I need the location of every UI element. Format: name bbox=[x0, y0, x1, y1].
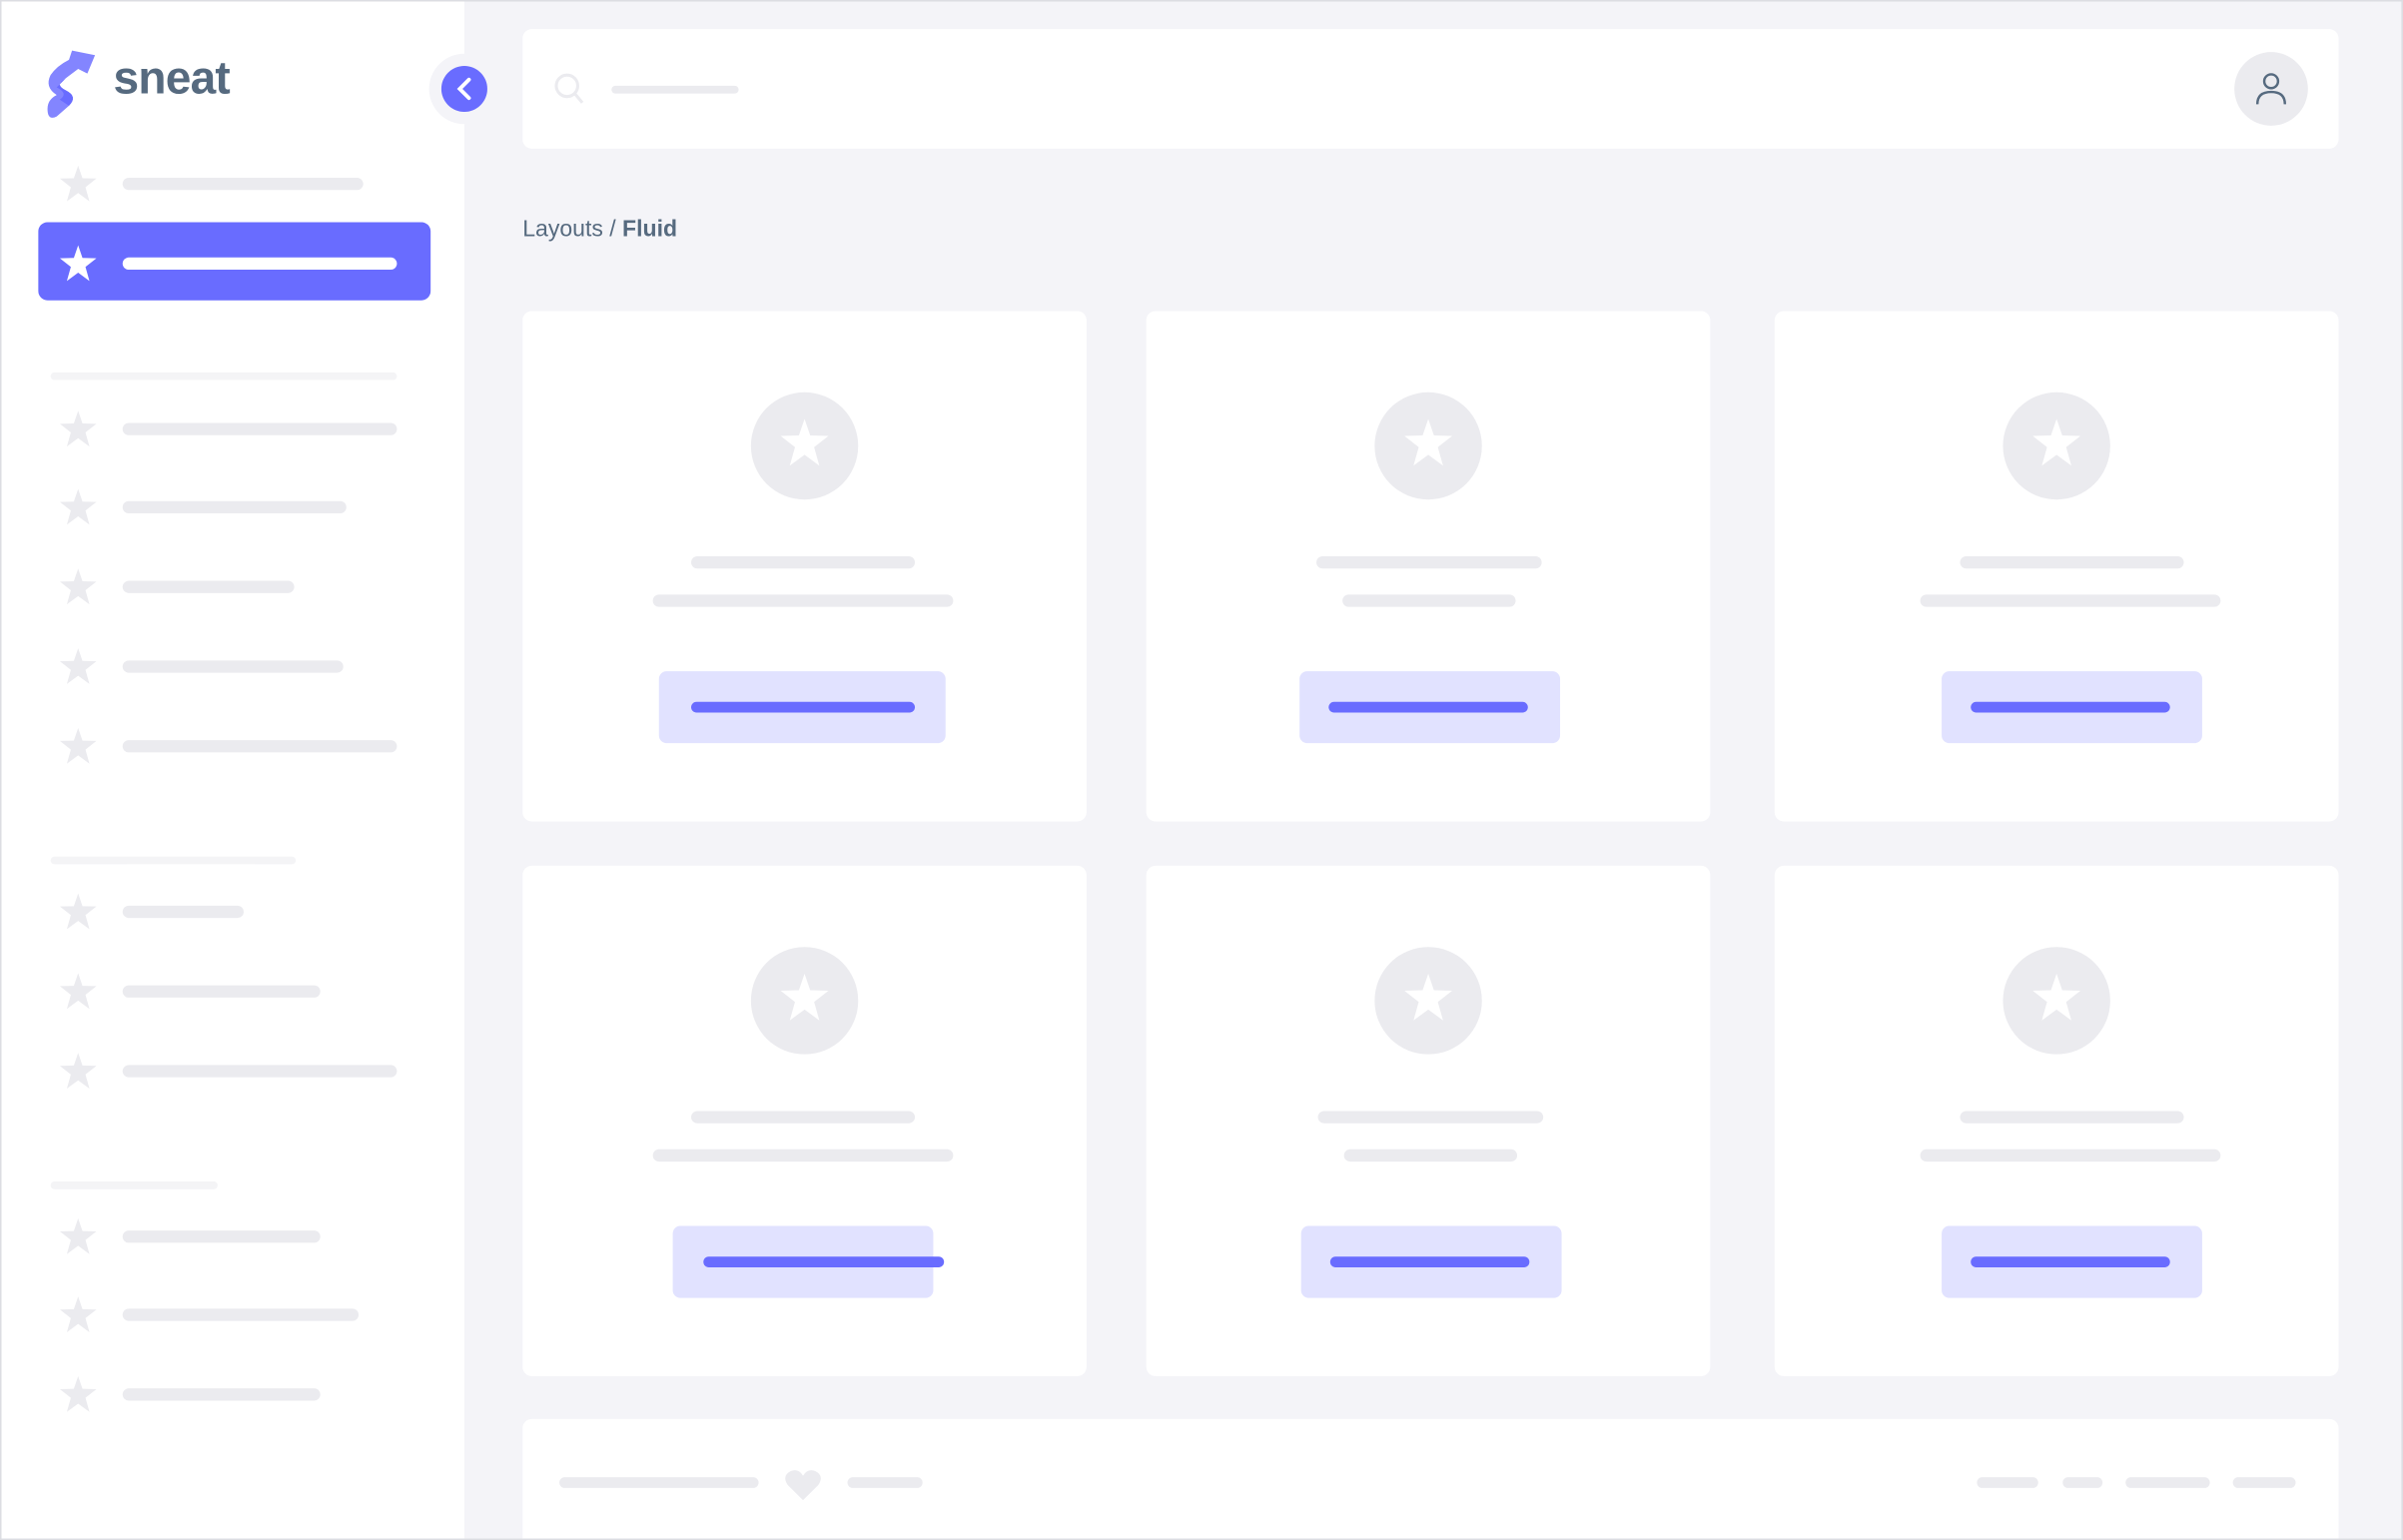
sidebar: sneat bbox=[1, 1, 464, 1539]
card-button-label bbox=[1329, 1256, 1530, 1267]
star-icon bbox=[58, 892, 98, 932]
card-button-label bbox=[1971, 701, 2170, 713]
footer-link[interactable] bbox=[2125, 1477, 2210, 1488]
card-icon-circle bbox=[1374, 391, 1482, 500]
breadcrumb-separator: / bbox=[609, 216, 616, 243]
card-text bbox=[1343, 1149, 1518, 1162]
card-button-label bbox=[1328, 701, 1528, 713]
sidebar-item[interactable] bbox=[122, 1308, 360, 1321]
content-card bbox=[1146, 311, 1711, 822]
sidebar-item[interactable] bbox=[122, 905, 244, 919]
footer-text bbox=[847, 1477, 923, 1488]
star-icon bbox=[58, 487, 98, 527]
star-icon bbox=[58, 1216, 98, 1256]
star-icon bbox=[2030, 416, 2082, 476]
card-button[interactable] bbox=[1942, 671, 2202, 744]
card-title bbox=[1316, 555, 1542, 569]
star-icon bbox=[778, 971, 830, 1031]
footer-link[interactable] bbox=[1977, 1477, 2038, 1488]
card-button[interactable] bbox=[658, 671, 946, 744]
sidebar-item[interactable] bbox=[122, 500, 347, 514]
chevron-left-icon bbox=[456, 77, 471, 101]
sidebar-item[interactable] bbox=[122, 257, 398, 271]
sidebar-item[interactable] bbox=[122, 580, 295, 593]
footer-text bbox=[559, 1477, 759, 1488]
collapse-sidebar-button[interactable] bbox=[440, 65, 487, 113]
card-icon-circle bbox=[750, 947, 859, 1055]
star-icon bbox=[58, 409, 98, 449]
card-icon-circle bbox=[1374, 947, 1482, 1055]
star-icon bbox=[58, 244, 98, 284]
brand-name: sneat bbox=[113, 53, 231, 105]
footer-link[interactable] bbox=[2232, 1477, 2296, 1488]
section-header bbox=[50, 1181, 218, 1189]
card-button-label bbox=[691, 701, 916, 713]
content-card bbox=[1774, 865, 2339, 1376]
content-card bbox=[522, 311, 1087, 822]
star-icon bbox=[58, 1052, 98, 1092]
card-button-label bbox=[1971, 1256, 2170, 1267]
card-title bbox=[1317, 1111, 1544, 1124]
footer-link[interactable] bbox=[2062, 1477, 2103, 1488]
sidebar-item[interactable] bbox=[122, 1230, 321, 1243]
card-title bbox=[1960, 1111, 2184, 1124]
footer bbox=[522, 1418, 2339, 1539]
card-button[interactable] bbox=[1300, 1225, 1562, 1298]
card-text bbox=[1920, 594, 2221, 607]
sidebar-item[interactable] bbox=[122, 177, 364, 191]
card-button[interactable] bbox=[672, 1225, 945, 1298]
card-icon-circle bbox=[2002, 947, 2110, 1055]
star-icon bbox=[2030, 971, 2082, 1031]
search-input[interactable] bbox=[611, 85, 739, 94]
top-navbar bbox=[522, 29, 2339, 149]
star-icon bbox=[778, 416, 830, 476]
card-title bbox=[691, 555, 916, 569]
star-icon bbox=[1402, 971, 1454, 1031]
card-text bbox=[652, 594, 954, 607]
card-icon-circle bbox=[750, 391, 859, 500]
star-icon bbox=[58, 567, 98, 607]
star-icon bbox=[58, 1374, 98, 1414]
content-card bbox=[1774, 311, 2339, 822]
card-text bbox=[1920, 1149, 2221, 1162]
content-card bbox=[1146, 865, 1711, 1376]
card-button[interactable] bbox=[1942, 1225, 2202, 1298]
breadcrumb-current: Fluid bbox=[622, 216, 678, 243]
card-text bbox=[652, 1149, 954, 1162]
sneat-logo-icon bbox=[47, 50, 96, 118]
sidebar-item[interactable] bbox=[122, 985, 321, 998]
star-icon bbox=[58, 164, 98, 204]
sidebar-item[interactable] bbox=[122, 1388, 321, 1401]
card-icon-circle bbox=[2002, 391, 2110, 500]
star-icon bbox=[58, 972, 98, 1012]
card-title bbox=[1960, 555, 2184, 569]
star-icon bbox=[58, 647, 98, 687]
card-button-label bbox=[703, 1256, 945, 1267]
star-icon bbox=[58, 726, 98, 766]
breadcrumb-parent[interactable]: Layouts bbox=[522, 216, 603, 243]
user-icon bbox=[2255, 73, 2287, 105]
content-card bbox=[522, 865, 1087, 1376]
sidebar-item[interactable] bbox=[122, 740, 398, 753]
sidebar-item[interactable] bbox=[122, 660, 344, 673]
breadcrumb: Layouts / Fluid bbox=[522, 216, 677, 242]
user-avatar[interactable] bbox=[2234, 52, 2308, 126]
card-title bbox=[691, 1111, 916, 1124]
search-icon[interactable] bbox=[553, 72, 587, 106]
heart-icon bbox=[785, 1470, 821, 1501]
sidebar-item[interactable] bbox=[122, 1065, 398, 1078]
card-text bbox=[1342, 594, 1516, 607]
section-header bbox=[50, 372, 398, 381]
star-icon bbox=[58, 1295, 98, 1335]
card-button[interactable] bbox=[1299, 671, 1561, 744]
sidebar-item[interactable] bbox=[122, 422, 398, 435]
star-icon bbox=[1402, 416, 1454, 476]
section-header bbox=[50, 856, 297, 865]
